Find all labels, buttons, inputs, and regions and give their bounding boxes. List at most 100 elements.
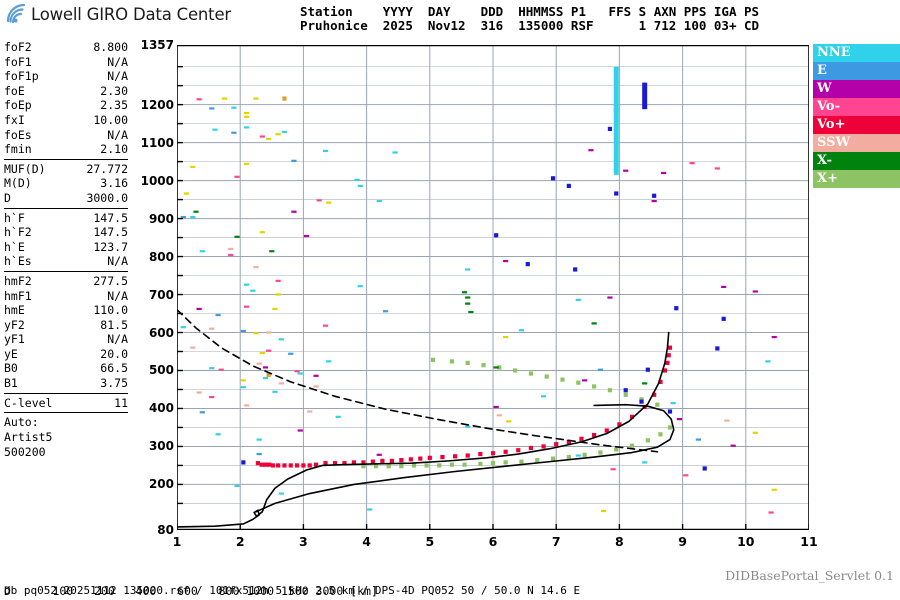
param-row: foF1 N/A [4,55,128,70]
x-axis-labels: 1 2 3 4 5 6 7 8 9 10 11 [173,534,818,552]
legend-item-vo[interactable]: Vo+ [813,116,900,134]
data-point [326,201,332,204]
data-point [190,346,196,349]
data-point [294,370,300,373]
data-point [519,459,524,464]
data-point [243,111,250,115]
data-point [667,409,673,414]
data-point [250,289,256,292]
data-point [183,192,190,195]
data-point [276,463,281,468]
echo-bar [642,82,648,110]
data-point [209,107,215,110]
param-row: fmin 2.10 [4,142,128,157]
legend[interactable]: NNE E W Vo- Vo+ SSW X- X+ [813,44,900,188]
data-point [240,329,246,333]
echo-bar [613,108,619,175]
data-point [275,279,281,282]
data-point [376,199,382,203]
data-point [373,464,379,469]
data-point [465,302,471,305]
param-key: hmF1 [4,288,32,303]
legend-item-x[interactable]: X- [813,152,900,170]
data-point [234,484,240,488]
data-point [623,169,629,172]
y-tick-label: 800 [148,249,174,264]
bottom-scales: D 100 200 400 600 800 1000 1500 3000 [km… [4,556,385,600]
data-point [212,128,218,131]
data-point [180,326,186,329]
x-tick-label: 6 [488,534,498,549]
param-value: 2.10 [100,142,128,157]
x-tick-label: 3 [299,534,308,549]
legend-item-w[interactable]: W [813,80,900,98]
data-point [392,151,398,154]
legend-item-vo[interactable]: Vo- [813,98,900,116]
param-value: 3.75 [100,376,128,391]
data-point [266,372,271,378]
trace-extraordinary-trace-solid [255,403,675,513]
param-row: D 3000.0 [4,191,128,206]
data-point [503,460,508,465]
data-point [617,422,622,427]
x-tick-label: 11 [800,534,818,549]
auto-label: Auto: [4,415,39,430]
echo-vertical-bars [613,66,648,175]
data-point [272,390,278,393]
data-point [370,459,376,464]
param-value: 20.0 [100,346,128,361]
x-tick-label: 9 [678,534,687,549]
station-header: Station YYYY DAY DDD HHMMSS P1 FFS S AXN… [300,5,759,32]
data-point [253,97,259,100]
param-value: 2.30 [100,83,128,98]
echo-bar [613,66,619,113]
legend-item-label: NNE [817,45,851,60]
param-value: 110.0 [93,303,128,318]
data-point [629,414,635,419]
data-point [209,327,215,330]
data-point [575,298,581,301]
data-point [234,235,240,238]
data-point [275,293,281,296]
x-tick-label: 5 [425,534,435,549]
series-blue-dark-echo [241,126,726,471]
param-key: foF1p [4,69,39,84]
data-point [335,415,341,418]
x-tick-label: 1 [172,534,182,549]
data-point [582,452,587,457]
legend-item-ssw[interactable]: SSW [813,134,900,152]
data-point [752,290,758,293]
data-point [196,307,202,311]
legend-item-e[interactable]: E [813,62,900,80]
data-point [604,428,609,433]
param-row: B1 3.75 [4,376,128,391]
data-point [566,183,571,189]
param-row: MUF(D) 27.772 [4,162,128,177]
data-point [228,247,234,251]
data-point [288,352,294,355]
data-point [367,508,373,511]
param-row: yF2 81.5 [4,318,128,333]
data-point [193,210,199,213]
data-point [566,454,571,460]
ionogram-plot[interactable] [177,45,809,530]
param-row: foF2 8.800 [4,40,128,55]
data-point [516,448,521,453]
legend-item-nne[interactable]: NNE [813,44,900,62]
param-row: h`F 147.5 [4,211,128,226]
data-point [513,368,518,373]
data-point [218,368,224,371]
data-point [765,360,771,363]
data-point [478,451,483,457]
series-vo- [196,98,774,514]
data-point [714,167,720,170]
data-point [278,382,284,385]
param-row: foE 2.30 [4,84,128,99]
param-key: foF1 [4,54,32,69]
data-point [670,402,676,405]
param-value: 81.5 [100,317,128,332]
data-point [494,233,499,238]
legend-item-x[interactable]: X+ [813,170,900,188]
data-point [322,149,329,153]
data-point [259,135,265,138]
